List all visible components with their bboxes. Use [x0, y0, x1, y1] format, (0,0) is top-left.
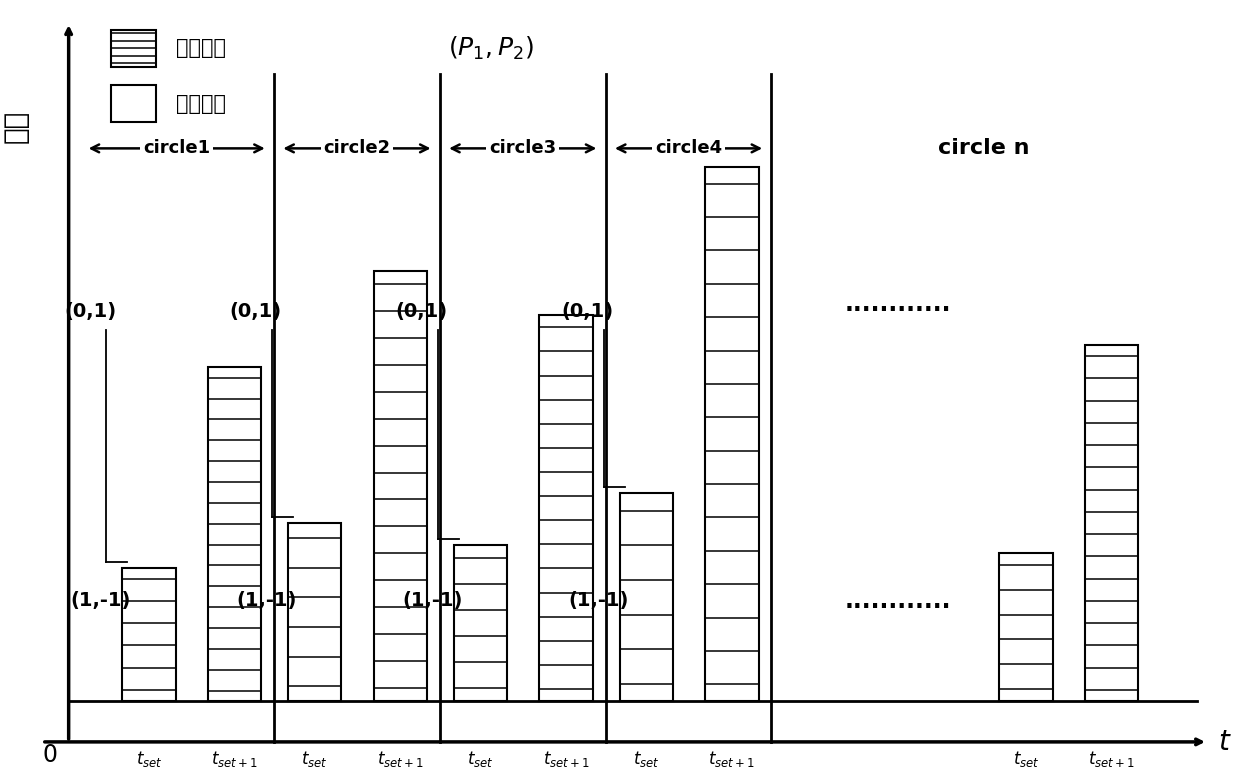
Text: $t_{set+1}$: $t_{set+1}$ — [211, 749, 258, 770]
Text: ............: ............ — [844, 292, 951, 316]
Bar — [706, 167, 759, 701]
Text: circle n: circle n — [937, 139, 1029, 158]
Text: $t_{set}$: $t_{set}$ — [632, 749, 660, 770]
Text: circle3: circle3 — [490, 139, 557, 157]
Text: $t_{set+1}$: $t_{set+1}$ — [708, 749, 755, 770]
Text: 从处理器: 从处理器 — [176, 93, 226, 114]
Text: $t_{set+1}$: $t_{set+1}$ — [543, 749, 589, 770]
Bar — [112, 30, 156, 67]
Bar — [454, 545, 507, 701]
Text: (0,1): (0,1) — [396, 302, 448, 321]
Text: 0: 0 — [43, 742, 58, 767]
Text: $t_{set+1}$: $t_{set+1}$ — [1089, 749, 1135, 770]
Text: (1,-1): (1,-1) — [237, 591, 296, 611]
Bar — [112, 86, 156, 122]
Text: (1,-1): (1,-1) — [402, 591, 463, 611]
Text: $t_{set}$: $t_{set}$ — [135, 749, 162, 770]
Text: ............: ............ — [844, 589, 951, 613]
Text: $(P_1,P_2)$: $(P_1,P_2)$ — [448, 34, 534, 62]
Text: (0,1): (0,1) — [64, 302, 117, 321]
Text: $t_{set}$: $t_{set}$ — [301, 749, 329, 770]
Text: circle2: circle2 — [324, 139, 391, 157]
Text: circle4: circle4 — [655, 139, 722, 157]
Text: $t_{set}$: $t_{set}$ — [467, 749, 494, 770]
Bar — [208, 367, 262, 701]
Text: $t_{set+1}$: $t_{set+1}$ — [377, 749, 424, 770]
Bar — [288, 523, 341, 701]
Text: (1,-1): (1,-1) — [568, 591, 629, 611]
Text: 主处理器: 主处理器 — [176, 38, 226, 58]
Text: (0,1): (0,1) — [562, 302, 614, 321]
Bar — [373, 271, 427, 701]
Bar — [539, 315, 593, 701]
Bar — [620, 493, 673, 701]
Bar — [123, 568, 176, 701]
Text: t: t — [1219, 728, 1229, 756]
Text: (1,-1): (1,-1) — [71, 591, 131, 611]
Text: (0,1): (0,1) — [229, 302, 281, 321]
Text: circle1: circle1 — [143, 139, 211, 157]
Bar — [1085, 345, 1138, 701]
Text: 功耗: 功耗 — [1, 110, 30, 143]
Text: $t_{set}$: $t_{set}$ — [1013, 749, 1039, 770]
Bar — [999, 553, 1053, 701]
